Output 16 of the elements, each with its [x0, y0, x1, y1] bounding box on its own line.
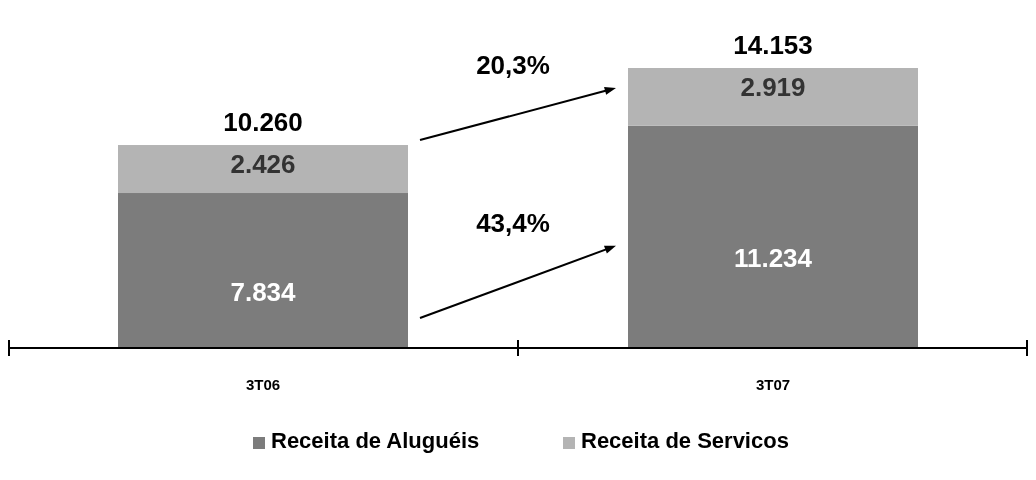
legend-label: Receita de Aluguéis — [271, 428, 480, 453]
x-tick-label: 3T07 — [755, 376, 791, 393]
total-label: 14.153 — [733, 30, 813, 60]
bar — [628, 68, 918, 126]
data-label: 11.234 — [733, 242, 813, 273]
bar — [628, 125, 918, 348]
annotation: 43,4% — [476, 207, 550, 238]
data-label: 7.834 — [230, 276, 297, 307]
bar — [118, 145, 408, 194]
total-label: 10.260 — [223, 107, 303, 138]
data-label: 2.919 — [740, 72, 806, 102]
legend-label: Receita de Servicos — [581, 428, 789, 453]
annotation: 20,3% — [476, 50, 550, 80]
x-tick-label: 3T06 — [245, 376, 281, 393]
bar — [118, 193, 408, 348]
data-label: 2.426 — [230, 149, 296, 180]
